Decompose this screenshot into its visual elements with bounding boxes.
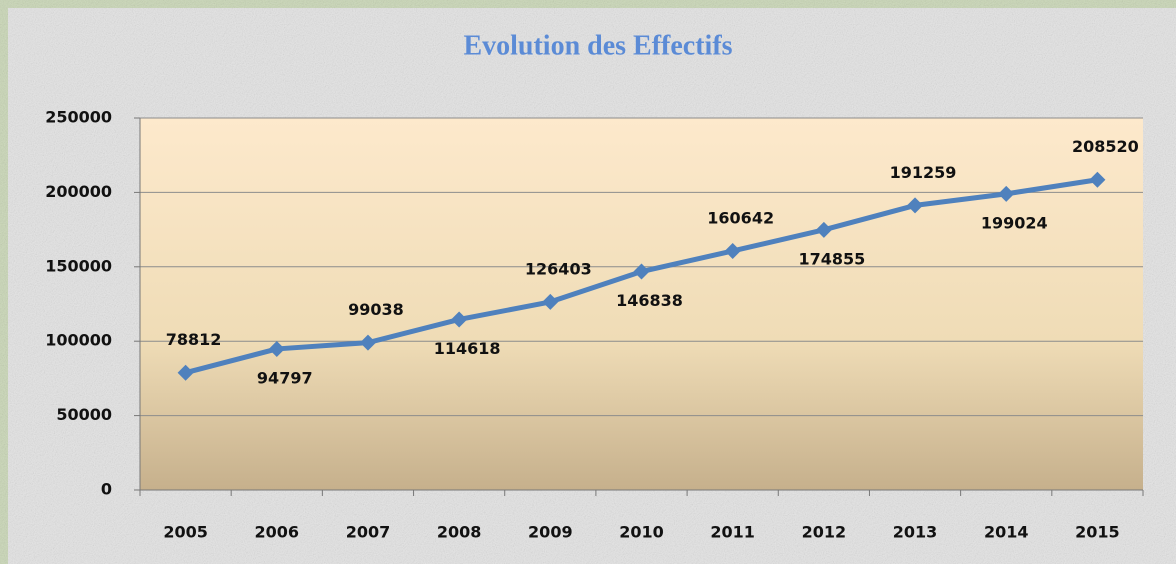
data-label: 78812 (166, 330, 222, 349)
data-point (907, 197, 924, 214)
data-point (815, 221, 832, 238)
x-tick-label: 2008 (437, 523, 482, 542)
x-tick-label: 2015 (1075, 523, 1120, 542)
y-tick-label: 200000 (45, 182, 112, 201)
x-tick-label: 2010 (619, 523, 664, 542)
x-tick-label: 2012 (802, 523, 847, 542)
data-point (633, 263, 650, 280)
data-label: 191259 (890, 163, 957, 182)
x-tick-label: 2007 (346, 523, 391, 542)
data-label: 160642 (707, 208, 774, 227)
x-tick-label: 2006 (255, 523, 300, 542)
data-point (177, 364, 194, 381)
x-tick-label: 2014 (984, 523, 1029, 542)
data-label: 199024 (981, 213, 1048, 232)
data-point (359, 334, 376, 351)
data-point (451, 311, 468, 328)
y-tick-label: 150000 (45, 256, 112, 275)
data-label: 174855 (798, 249, 865, 268)
data-label: 114618 (434, 339, 501, 358)
chart-title: Evolution des Effectifs (463, 30, 732, 61)
y-tick-label: 250000 (45, 108, 112, 127)
data-point (268, 340, 285, 357)
data-label: 99038 (348, 300, 404, 319)
plot-area (140, 118, 1143, 490)
x-tick-label: 2011 (710, 523, 755, 542)
data-point (724, 242, 741, 259)
x-tick-label: 2005 (163, 523, 208, 542)
y-tick-label: 100000 (45, 331, 112, 350)
data-point (542, 293, 559, 310)
y-tick-label: 0 (101, 480, 112, 499)
data-label: 146838 (616, 291, 683, 310)
data-label: 208520 (1072, 137, 1139, 156)
data-point (998, 185, 1015, 202)
x-tick-label: 2009 (528, 523, 573, 542)
y-tick-label: 50000 (56, 405, 112, 424)
data-point (1089, 171, 1106, 188)
x-tick-label: 2013 (893, 523, 938, 542)
data-label: 126403 (525, 259, 592, 278)
data-label: 94797 (257, 368, 313, 387)
